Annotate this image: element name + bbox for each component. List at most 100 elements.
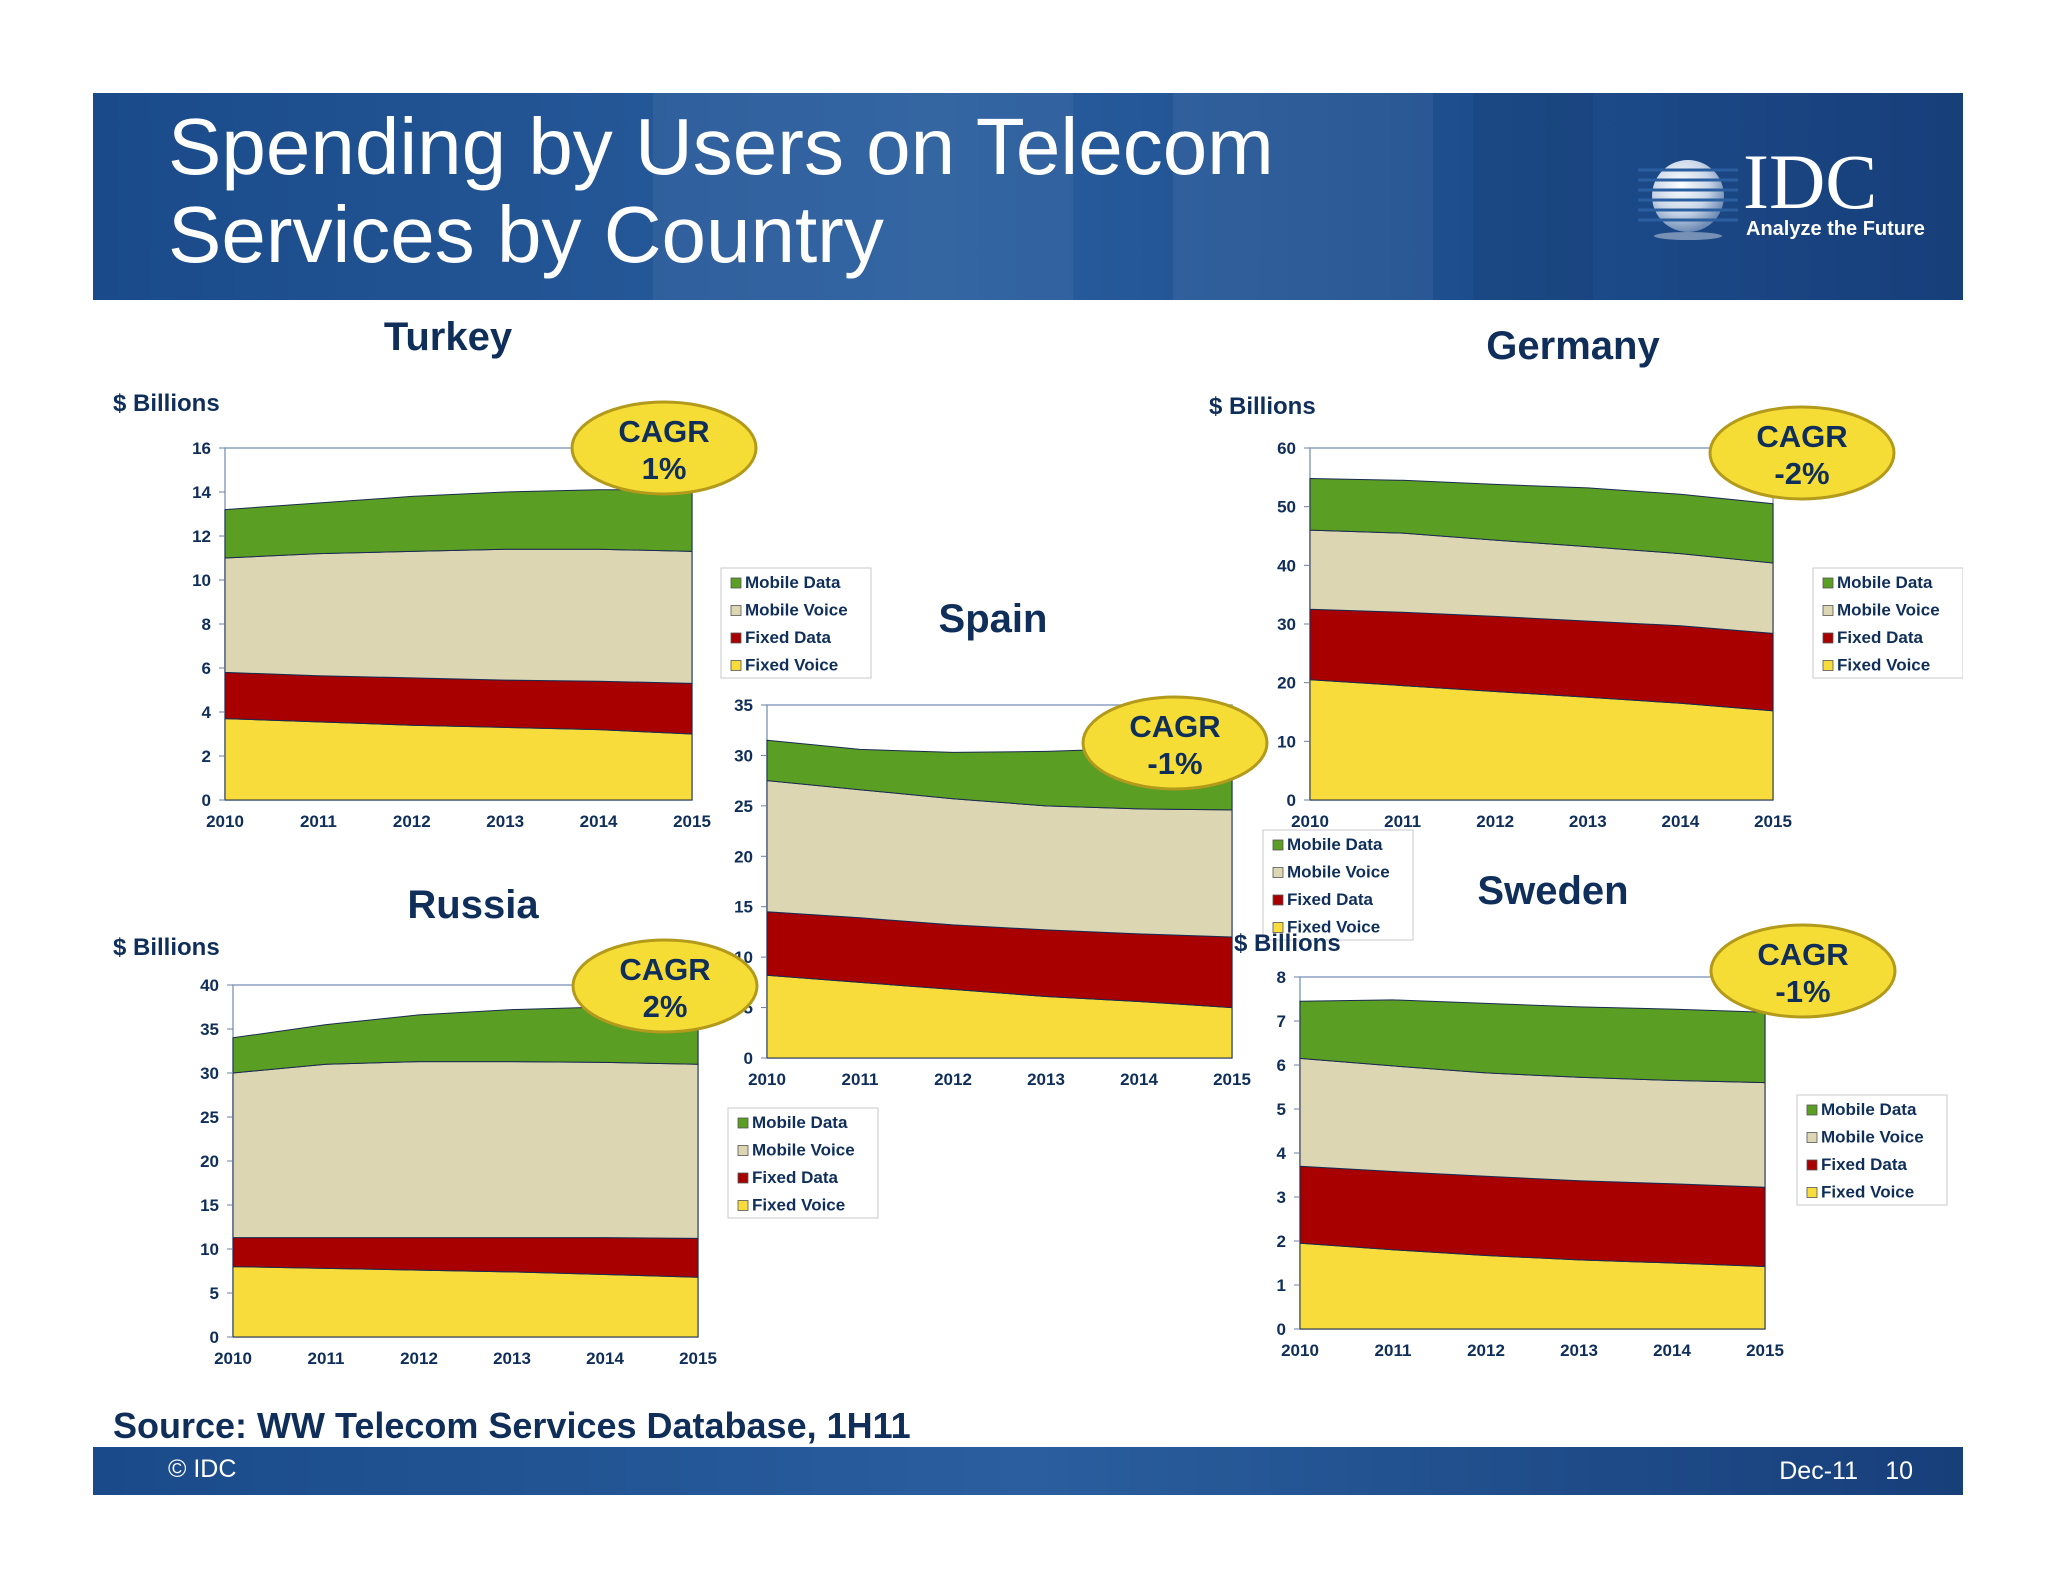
legend-swatch — [737, 1145, 749, 1156]
y-tick-label: 35 — [200, 1020, 219, 1039]
area-mobile-data — [224, 489, 693, 559]
x-tick-label: 2014 — [586, 1349, 624, 1368]
chart-legend: Mobile Data Mobile Voice Fixed Data Fixed V… — [720, 567, 872, 679]
legend-swatch — [730, 577, 742, 589]
y-tick-label: 25 — [200, 1108, 219, 1127]
x-tick-label: 2015 — [1754, 812, 1792, 831]
cagr-badge — [1081, 695, 1269, 791]
legend-swatch — [1806, 1187, 1818, 1198]
chart-legend: Mobile Data Mobile Voice Fixed Data Fixed V… — [1262, 829, 1414, 941]
legend-label: Mobile Voice — [745, 601, 848, 620]
legend-swatch — [1272, 922, 1284, 933]
chart-title: Turkey — [384, 315, 513, 359]
y-axis-label: $ Billions — [1209, 393, 1316, 420]
idc-logo: IDC Analyze the Future — [1638, 142, 1938, 248]
legend-label: Mobile Data — [745, 573, 841, 592]
y-tick-label: 15 — [734, 898, 753, 917]
y-tick-label: 8 — [1277, 968, 1286, 987]
legend-swatch — [1272, 839, 1284, 851]
x-tick-label: 2014 — [1653, 1341, 1691, 1360]
area-mobile-data — [232, 1005, 699, 1074]
x-tick-label: 2011 — [842, 1070, 879, 1089]
legend-label: Fixed Data — [1837, 628, 1924, 647]
page-title-line2: Services by Country — [168, 190, 884, 279]
y-tick-label: 5 — [210, 1284, 219, 1303]
y-tick-label: 20 — [1277, 674, 1296, 693]
legend-swatch — [1272, 867, 1284, 878]
legend-label: Mobile Data — [1287, 835, 1383, 854]
y-tick-label: 8 — [202, 615, 211, 634]
legend-label: Fixed Data — [745, 628, 832, 647]
legend-swatch — [730, 605, 742, 616]
x-tick-label: 2011 — [1384, 812, 1421, 831]
x-tick-label: 2011 — [1375, 1341, 1412, 1360]
cagr-value: 2% — [643, 989, 688, 1024]
y-tick-label: 60 — [1277, 439, 1296, 458]
y-tick-label: 0 — [1287, 791, 1296, 810]
cagr-label: CAGR — [618, 414, 709, 449]
page-title-line1: Spending by Users on Telecom — [168, 102, 1274, 191]
y-tick-label: 50 — [1277, 498, 1296, 517]
cagr-badge — [1709, 923, 1897, 1019]
x-tick-label: 2013 — [1569, 812, 1607, 831]
x-tick-label: 2013 — [1027, 1070, 1065, 1089]
copyright-text: © IDC — [168, 1455, 237, 1483]
x-tick-label: 2012 — [1476, 812, 1514, 831]
area-mobile-voice — [224, 548, 693, 684]
y-tick-label: 16 — [192, 439, 211, 458]
cagr-badge — [1708, 405, 1896, 501]
x-tick-label: 2013 — [1560, 1341, 1598, 1360]
y-tick-label: 30 — [200, 1064, 219, 1083]
area-mobile-data — [1309, 477, 1774, 564]
chart-germany: 0 10 20 30 40 50 60 2010 2011 2012 2013 2014 2015 Ger… — [1209, 324, 1963, 831]
x-tick-label: 2012 — [934, 1070, 972, 1089]
x-tick-label: 2015 — [1213, 1070, 1251, 1089]
legend-swatch — [737, 1172, 749, 1184]
area-mobile-voice — [232, 1061, 699, 1239]
y-tick-label: 6 — [202, 659, 211, 678]
x-tick-label: 2012 — [1467, 1341, 1505, 1360]
charts-area: 0 2 4 6 8 10 12 14 16 2010 2011 2012 2013 2014 2015 Tur… — [93, 300, 1963, 1447]
legend-label: Fixed Data — [752, 1168, 839, 1187]
source-note: Source: WW Telecom Services Database, 1H… — [113, 1405, 911, 1446]
x-tick-label: 2015 — [1746, 1341, 1784, 1360]
y-axis-label: $ Billions — [113, 934, 220, 961]
legend-swatch — [737, 1117, 749, 1129]
logo-tagline: Analyze the Future — [1746, 218, 1925, 240]
x-tick-label: 2011 — [300, 812, 337, 831]
chart-legend: Mobile Data Mobile Voice Fixed Data Fixed V… — [727, 1107, 879, 1219]
x-tick-label: 2013 — [493, 1349, 531, 1368]
chart-title: Russia — [407, 883, 539, 927]
cagr-label: CAGR — [619, 952, 710, 987]
legend-label: Mobile Voice — [1837, 601, 1940, 620]
x-tick-label: 2010 — [1281, 1341, 1319, 1360]
chart-legend: Mobile Data Mobile Voice Fixed Data Fixed V… — [1812, 567, 1963, 679]
y-tick-label: 40 — [200, 976, 219, 995]
y-tick-label: 10 — [200, 1240, 219, 1259]
y-axis-label: $ Billions — [113, 390, 220, 417]
globe-icon — [1638, 160, 1738, 240]
y-tick-label: 10 — [192, 571, 211, 590]
legend-box — [720, 567, 872, 679]
x-tick-label: 2012 — [393, 812, 431, 831]
legend-box — [1262, 829, 1414, 941]
x-tick-label: 2010 — [1291, 812, 1329, 831]
y-tick-label: 4 — [202, 703, 212, 722]
legend-swatch — [1822, 660, 1834, 671]
y-tick-label: 25 — [734, 797, 753, 816]
y-tick-label: 0 — [202, 791, 211, 810]
page-title: Spending by Users on Telecom Services by… — [168, 103, 1274, 279]
chart-sweden: 0 1 2 3 4 5 6 7 8 2010 2011 2012 2013 2014 2015 Sweden $… — [1234, 869, 1948, 1360]
legend-swatch — [1822, 632, 1834, 644]
logo-wordmark: IDC — [1743, 138, 1878, 225]
y-tick-label: 15 — [200, 1196, 219, 1215]
x-tick-label: 2014 — [1120, 1070, 1158, 1089]
legend-swatch — [1822, 577, 1834, 589]
x-tick-label: 2010 — [206, 812, 244, 831]
legend-label: Fixed Voice — [745, 656, 838, 675]
legend-label: Mobile Data — [1837, 573, 1933, 592]
y-tick-label: 14 — [192, 483, 211, 502]
legend-label: Mobile Data — [752, 1113, 848, 1132]
